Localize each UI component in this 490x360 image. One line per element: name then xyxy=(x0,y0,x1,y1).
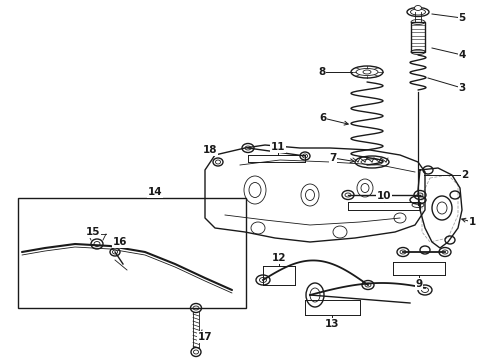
Bar xyxy=(18,198,246,308)
Text: 2: 2 xyxy=(462,170,468,180)
Text: 17: 17 xyxy=(197,332,212,342)
Bar xyxy=(411,22,425,52)
Text: 1: 1 xyxy=(468,217,476,227)
Text: 5: 5 xyxy=(458,13,466,23)
Text: 10: 10 xyxy=(377,191,391,201)
Text: 15: 15 xyxy=(86,227,100,237)
Text: 14: 14 xyxy=(147,187,162,197)
Text: 18: 18 xyxy=(203,145,217,155)
Text: 4: 4 xyxy=(458,50,466,60)
Text: 11: 11 xyxy=(271,142,285,152)
Text: 12: 12 xyxy=(272,253,286,263)
Text: 8: 8 xyxy=(318,67,326,77)
Text: 16: 16 xyxy=(113,237,127,247)
Text: 7: 7 xyxy=(329,153,337,163)
Text: 6: 6 xyxy=(319,113,327,123)
Ellipse shape xyxy=(415,5,421,10)
Text: 3: 3 xyxy=(458,83,466,93)
Text: 13: 13 xyxy=(325,319,339,329)
Text: 9: 9 xyxy=(416,279,422,289)
